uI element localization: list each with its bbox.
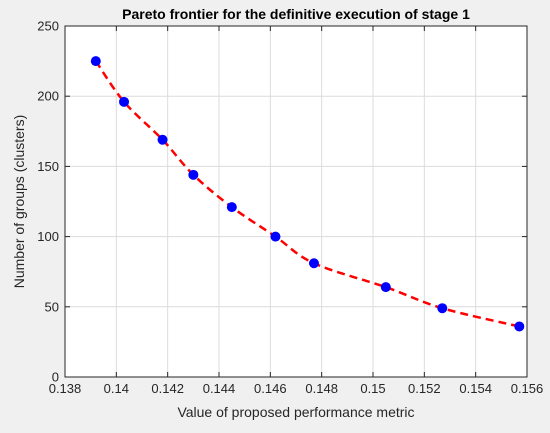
data-point: [157, 134, 168, 145]
ticks: 0.138 0.14 0.142 0.144 0.146 0.148 0.15 0.152 0.…: [37, 19, 543, 397]
y-axis-label: Number of groups (clusters): [11, 115, 27, 289]
data-point: [90, 56, 101, 67]
data-point: [188, 169, 199, 180]
y-tick-label: 100: [37, 229, 59, 244]
data-point: [119, 96, 130, 107]
x-tick-label: 0.148: [305, 381, 338, 396]
points-layer: [90, 56, 525, 332]
x-tick-label: 0.154: [459, 381, 492, 396]
y-tick-label: 250: [37, 19, 59, 34]
plot-area: [65, 26, 527, 377]
data-point: [226, 202, 237, 213]
chart-title: Pareto frontier for the definitive execu…: [122, 6, 470, 22]
data-point: [380, 282, 391, 293]
fit-curve-layer: [94, 60, 520, 328]
x-tick-label: 0.156: [511, 381, 544, 396]
x-tick-label: 0.144: [203, 381, 236, 396]
x-tick-label: 0.142: [151, 381, 184, 396]
data-point: [308, 258, 319, 269]
x-tick-label: 0.146: [254, 381, 287, 396]
x-tick-label: 0.152: [408, 381, 441, 396]
y-tick-label: 200: [37, 89, 59, 104]
x-tick-label: 0.138: [49, 381, 82, 396]
y-tick-label: 150: [37, 159, 59, 174]
x-axis-label: Value of proposed performance metric: [177, 404, 414, 420]
axes-frame: [64, 25, 528, 378]
y-tick-label: 0: [52, 370, 59, 385]
x-tick-label: 0.15: [360, 381, 385, 396]
y-tick-label: 50: [45, 299, 59, 314]
x-tick-label: 0.14: [104, 381, 129, 396]
data-point: [437, 303, 448, 314]
data-point: [514, 321, 525, 332]
data-point: [270, 231, 281, 242]
fit-curve: [94, 60, 520, 328]
